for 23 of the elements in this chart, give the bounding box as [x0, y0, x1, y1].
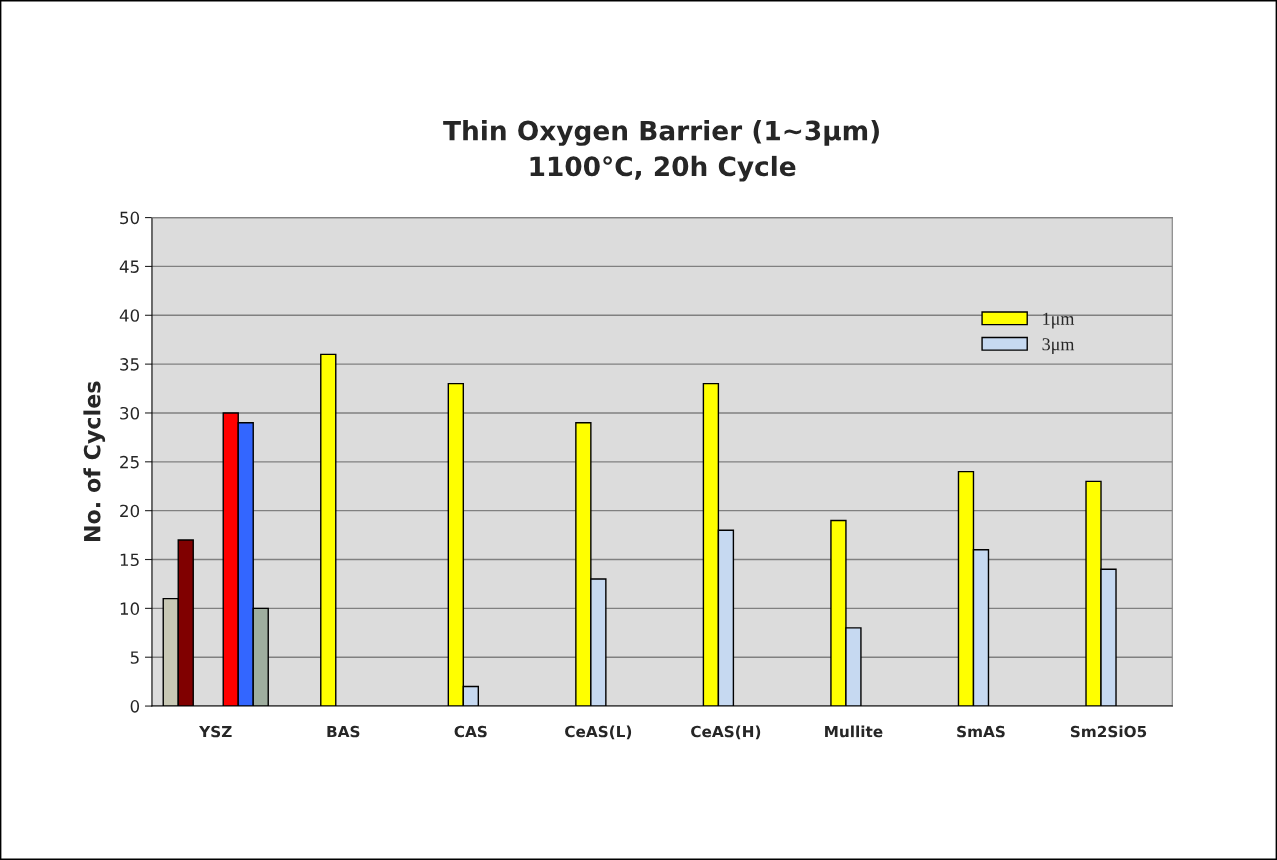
y-tick-label: 20	[120, 504, 140, 518]
y-tick-label: 0	[130, 700, 140, 713]
y-axis-title: No. of Cycles	[83, 381, 106, 542]
x-tick-label: YSZ	[199, 725, 232, 738]
x-tick-label: CeAS(H)	[691, 725, 761, 740]
y-tick-label: 35	[120, 358, 139, 371]
y-tick-label: 5	[130, 651, 139, 664]
x-tick-label: BAS	[327, 725, 360, 738]
legend-label: 3μm	[1042, 338, 1075, 355]
x-tick-label: SmAS	[957, 725, 1005, 738]
x-tick-label: CAS	[454, 725, 487, 738]
y-tick-label: 10	[120, 602, 140, 615]
x-tick-label: Mullite	[825, 725, 883, 738]
y-tick-label: 50	[120, 211, 140, 225]
y-tick-label: 40	[119, 309, 140, 322]
y-tick-label: 45	[119, 260, 139, 273]
y-tick-label: 15	[120, 553, 139, 567]
y-tick-label: 30	[120, 406, 140, 420]
legend-label: 1μm	[1043, 312, 1075, 329]
x-tick-label: Sm2SiO5	[1070, 725, 1147, 738]
y-tick-label: 25	[120, 455, 139, 469]
chart-title: Thin Oxygen Barrier (1~3μm) 1100°C, 20h Cycle	[443, 120, 879, 182]
x-tick-label: CeAS(L)	[565, 725, 632, 740]
